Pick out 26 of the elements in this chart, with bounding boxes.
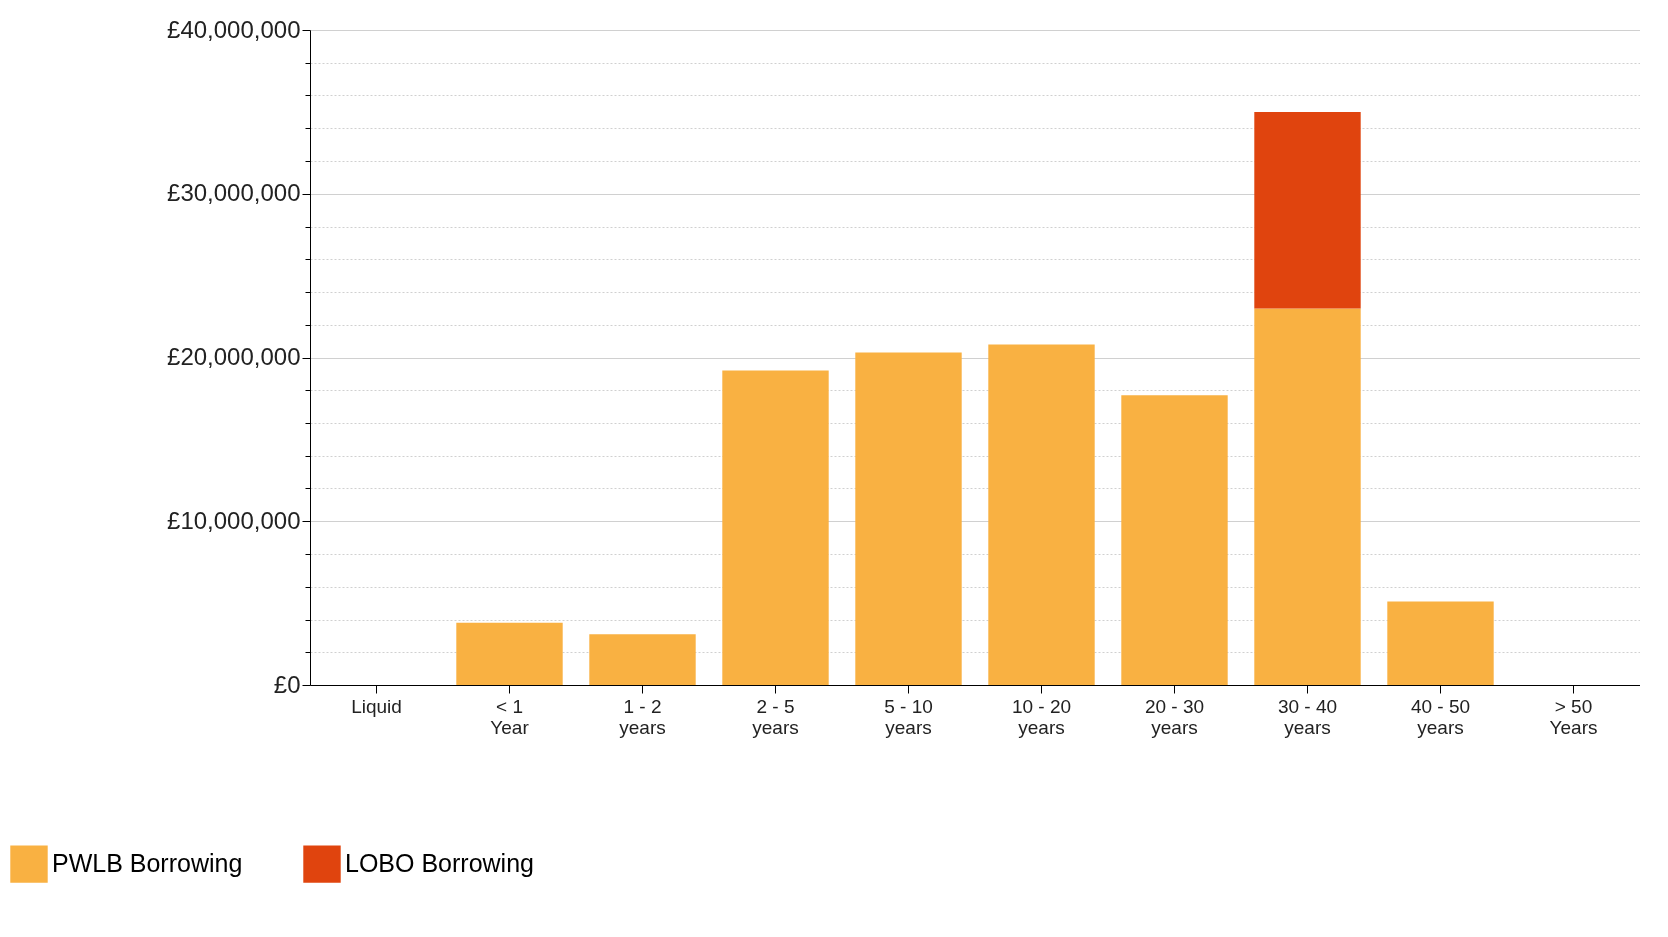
x-tick-label: 2 - 5 years xyxy=(752,695,799,738)
x-tick-label: 5 - 10 years xyxy=(884,695,933,738)
bar xyxy=(855,352,962,685)
y-tick-label: £10,000,000 xyxy=(167,506,301,534)
x-tick-label: 40 - 50 years xyxy=(1410,695,1471,738)
bar xyxy=(1254,111,1361,309)
x-tick-label: Liquid xyxy=(351,695,402,717)
y-tick-label: £40,000,000 xyxy=(167,15,301,43)
bar xyxy=(1121,395,1228,685)
bar xyxy=(988,344,1095,685)
x-tick-label: 10 - 20 years xyxy=(1011,695,1072,738)
x-tick-label: 30 - 40 years xyxy=(1277,695,1338,738)
y-tick-label: £0 xyxy=(273,670,301,698)
bar xyxy=(589,634,696,685)
y-tick-label: £30,000,000 xyxy=(167,179,301,207)
x-tick-label: 20 - 30 years xyxy=(1144,695,1205,738)
legend-label: PWLB Borrowing xyxy=(52,849,243,878)
x-tick-label: 1 - 2 years xyxy=(619,695,666,738)
bar xyxy=(1387,601,1494,685)
bar xyxy=(1254,308,1361,685)
bar xyxy=(722,370,829,685)
legend-label: LOBO Borrowing xyxy=(345,849,534,878)
bar xyxy=(456,622,563,685)
x-tick-label: > 50 Years xyxy=(1549,695,1598,738)
x-tick-label: < 1 Year xyxy=(490,695,530,738)
y-tick-label: £20,000,000 xyxy=(167,343,301,370)
